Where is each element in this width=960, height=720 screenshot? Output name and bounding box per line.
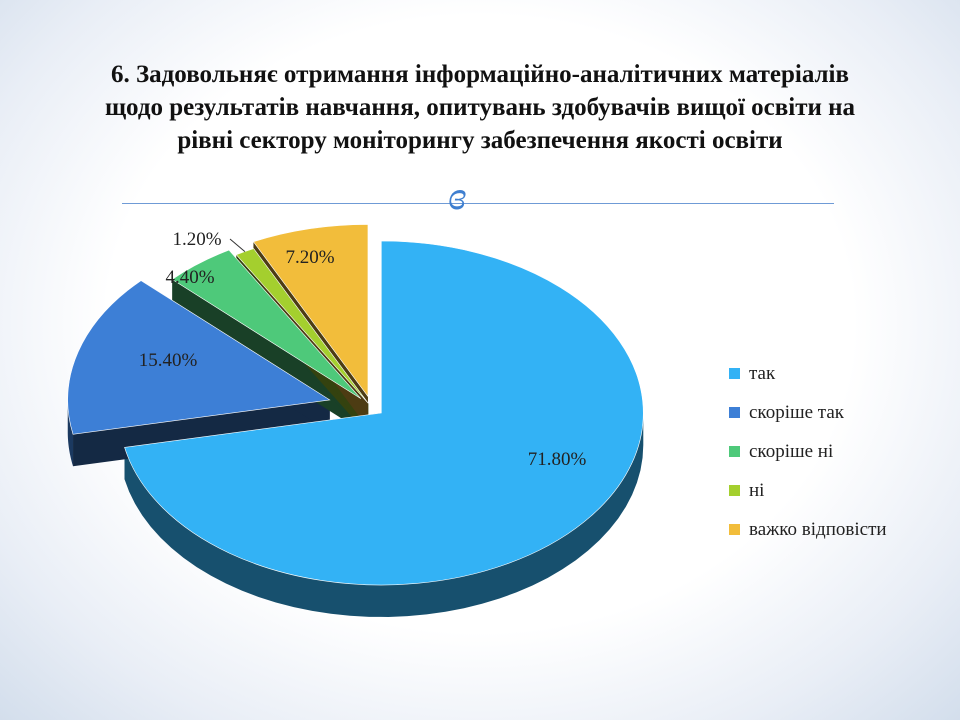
pie-slice-5: [252, 224, 369, 398]
legend-label: скоріше так: [749, 401, 844, 423]
pie-slice-3: [171, 249, 362, 399]
legend-item: важко відповісти: [729, 510, 887, 549]
slice-wall: [124, 413, 644, 617]
chart-legend: так скоріше так скоріше ні ні важко відп…: [729, 354, 887, 549]
data-label: 71.80%: [528, 449, 587, 470]
pie-slice-2: [67, 280, 331, 435]
legend-item: скоріше так: [729, 393, 887, 432]
slide-title: 6. Задовольняє отримання інформаційно-ан…: [104, 61, 856, 154]
legend-swatch: [729, 485, 740, 496]
legend-item: так: [729, 354, 887, 393]
legend-swatch: [729, 524, 740, 535]
leader-line: [229, 238, 246, 252]
legend-swatch: [729, 446, 740, 457]
pie-slice-4: [235, 248, 369, 404]
title-divider: [122, 203, 834, 204]
legend-label: скоріше ні: [749, 440, 834, 462]
legend-swatch: [729, 407, 740, 418]
legend-label: важко відповісти: [749, 518, 887, 540]
data-label: 1.20%: [172, 229, 221, 250]
data-label: 7.20%: [285, 247, 334, 268]
legend-label: ні: [749, 479, 765, 501]
ornament-icon: ɞ: [448, 173, 467, 218]
slice-wall: [67, 399, 74, 467]
data-labels: 71.80% 15.40% 4.40% 1.20% 7.20%: [139, 229, 587, 470]
legend-label: так: [749, 362, 776, 384]
data-label: 4.40%: [165, 267, 214, 288]
legend-item: скоріше ні: [729, 432, 887, 471]
data-label: 15.40%: [139, 350, 198, 371]
pie-slice-1: [124, 240, 644, 586]
legend-item: ні: [729, 471, 887, 510]
pie-tops: [67, 224, 644, 586]
legend-swatch-so: [729, 368, 740, 379]
